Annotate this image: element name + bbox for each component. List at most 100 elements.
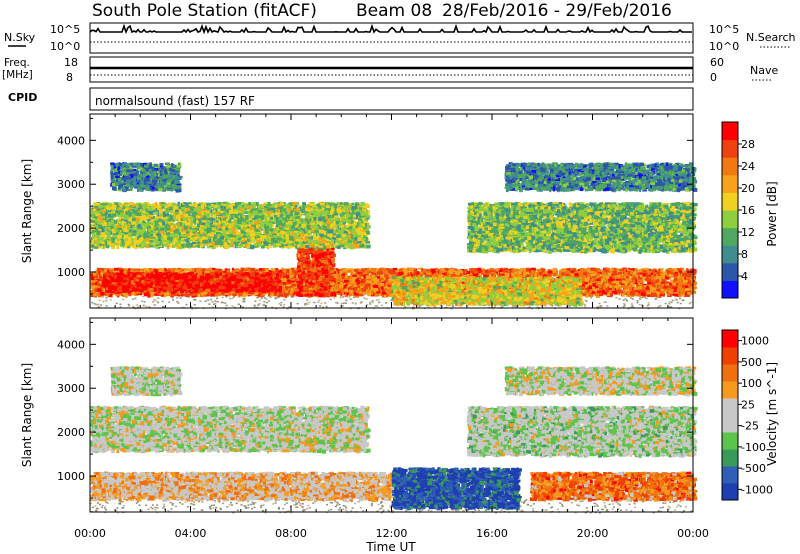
scatter-cell	[668, 303, 671, 305]
scatter-cell	[156, 301, 159, 303]
data-cell	[674, 281, 678, 284]
scatter-cell	[95, 303, 98, 306]
scatter-cell	[377, 299, 380, 301]
scatter-cell	[306, 303, 309, 305]
data-cell	[183, 268, 189, 271]
data-cell	[683, 275, 687, 279]
data-cell	[555, 271, 558, 275]
scatter-cell	[127, 303, 130, 306]
scatter-cell	[622, 299, 625, 301]
scatter-cell	[243, 297, 246, 300]
scatter-cell	[145, 305, 148, 308]
station-title: South Pole Station (fitACF)	[92, 1, 317, 21]
data-cell	[632, 279, 636, 284]
scatter-cell	[258, 299, 261, 302]
data-cell	[627, 271, 630, 275]
scatter-cell	[596, 307, 599, 310]
scatter-cell	[153, 299, 156, 301]
scatter-cell	[241, 306, 244, 308]
data-cell	[350, 272, 353, 277]
freq-panel-frame	[89, 56, 694, 83]
scatter-cell	[517, 305, 520, 307]
scatter-cell	[351, 302, 354, 304]
scatter-cell	[269, 296, 272, 298]
scatter-cell	[241, 300, 244, 303]
data-cell	[353, 268, 357, 272]
scatter-cell	[199, 300, 202, 302]
nsky-trace	[89, 23, 693, 43]
data-cell	[238, 293, 243, 296]
data-cell	[401, 275, 405, 280]
data-cell	[247, 268, 252, 273]
scatter-cell	[681, 299, 684, 302]
scatter-cell	[297, 307, 300, 310]
scatter-cell	[97, 303, 100, 306]
scatter-cell	[636, 300, 639, 302]
data-cell	[622, 277, 628, 281]
scatter-cell	[342, 302, 345, 304]
scatter-cell	[371, 300, 374, 302]
scatter-cell	[340, 303, 343, 305]
data-cell	[654, 269, 657, 273]
scatter-cell	[213, 303, 215, 305]
scatter-cell	[630, 297, 633, 299]
scatter-cell	[313, 301, 316, 304]
scatter-cell	[152, 301, 155, 303]
scatter-cell	[590, 297, 593, 299]
scatter-cell	[148, 306, 151, 308]
scatter-cell	[598, 302, 601, 305]
nsearch-tick-bottom: 10^0	[709, 40, 739, 53]
data-cell	[652, 271, 657, 276]
scatter-cell	[318, 299, 321, 301]
scatter-cell	[141, 300, 144, 302]
scatter-cell	[214, 300, 217, 302]
scatter-cell	[263, 304, 266, 307]
scatter-cell	[98, 306, 101, 309]
scatter-cell	[360, 301, 363, 303]
scatter-cell	[551, 305, 554, 307]
scatter-cell	[179, 297, 182, 299]
scatter-cell	[325, 305, 328, 308]
scatter-cell	[176, 297, 179, 299]
scatter-cell	[536, 306, 539, 309]
scatter-cell	[283, 299, 286, 301]
scatter-cell	[143, 301, 146, 303]
scatter-cell	[341, 305, 344, 307]
scatter-cell	[659, 305, 662, 307]
scatter-cell	[306, 299, 309, 301]
scatter-cell	[451, 304, 454, 307]
scatter-cell	[229, 297, 232, 300]
data-cell	[93, 279, 98, 283]
scatter-cell	[630, 306, 633, 308]
nsearch-label: N.Search	[746, 31, 796, 44]
scatter-cell	[115, 302, 118, 305]
scatter-cell	[243, 300, 245, 302]
scatter-cell	[162, 306, 164, 308]
scatter-cell	[654, 297, 657, 300]
scatter-cell	[623, 303, 626, 305]
data-cell	[572, 271, 575, 275]
scatter-cell	[348, 296, 351, 298]
nave-label: Nave	[750, 64, 778, 77]
scatter-cell	[645, 297, 648, 300]
scatter-cell	[584, 305, 587, 308]
scatter-cell	[676, 301, 679, 304]
scatter-cell	[154, 299, 157, 302]
data-cell	[609, 268, 614, 271]
scatter-cell	[623, 304, 626, 306]
scatter-cell	[670, 301, 673, 304]
scatter-cell	[349, 298, 352, 300]
scatter-cell	[204, 300, 207, 302]
scatter-cell	[254, 300, 257, 302]
scatter-cell	[211, 301, 214, 303]
data-cell	[686, 268, 689, 272]
scatter-cell	[622, 305, 625, 308]
scatter-cell	[381, 304, 383, 307]
scatter-cell	[320, 302, 323, 305]
scatter-cell	[210, 298, 213, 301]
scatter-cell	[501, 306, 504, 308]
scatter-cell	[369, 303, 372, 305]
scatter-cell	[627, 307, 630, 310]
scatter-cell	[352, 296, 355, 298]
scatter-cell	[568, 305, 571, 307]
